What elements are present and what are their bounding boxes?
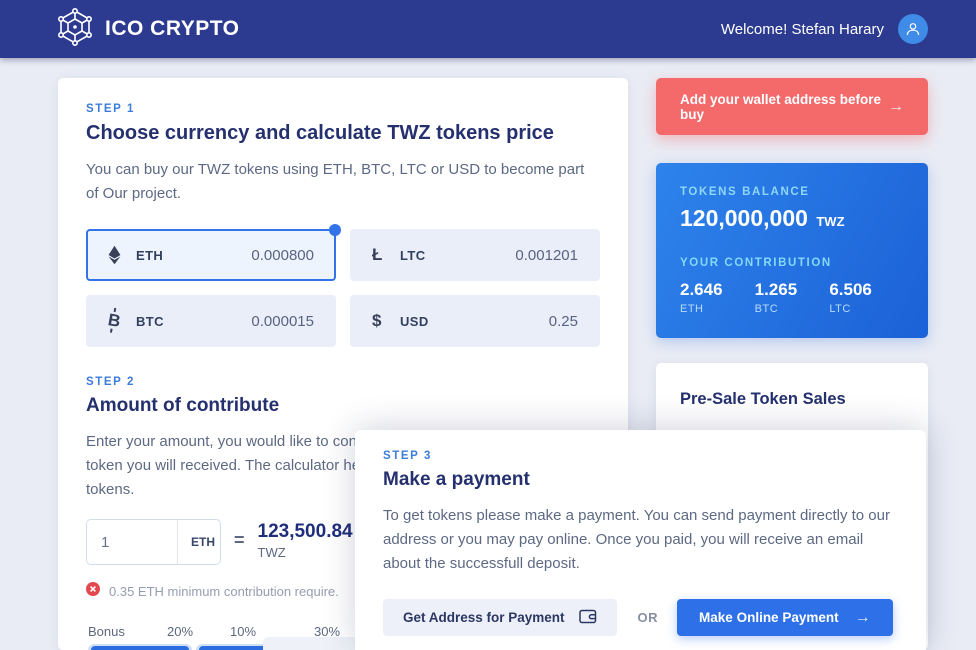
- result-value: 123,500.84: [257, 521, 353, 542]
- step3-label: STEP 3: [383, 450, 433, 462]
- token-calculator: ETH = 123,500.84 TWZ: [86, 519, 600, 565]
- user-icon: [906, 23, 920, 36]
- user-avatar-button[interactable]: [898, 14, 928, 44]
- equals-sign: =: [234, 530, 245, 550]
- balance-value: 120,000,000: [680, 205, 808, 231]
- bonus-label: Bonus: [88, 624, 125, 639]
- brand-name: ICO CRYPTO: [105, 17, 240, 40]
- currency-options: ETH 0.000800 Ł LTC 0.001201 B BTC 0.0000…: [86, 224, 600, 347]
- or-separator: OR: [637, 610, 659, 625]
- currency-rate: 0.25: [548, 312, 578, 330]
- pay-online-label: Make Online Payment: [699, 610, 839, 625]
- contribution-label: YOUR CONTRIBUTION: [680, 257, 832, 269]
- balance-label: TOKENS BALANCE: [680, 186, 810, 198]
- usd-icon: $: [372, 311, 382, 330]
- navbar-user-area: Welcome! Stefan Harary: [721, 14, 928, 44]
- amount-unit-label: ETH: [177, 520, 220, 564]
- bonus-percent: 20%: [166, 624, 194, 639]
- presale-title: Pre-Sale Token Sales: [680, 390, 846, 408]
- result-unit: TWZ: [257, 545, 286, 560]
- bonus-percent: 30%: [313, 624, 341, 639]
- contribution-value: 2.646: [680, 280, 723, 299]
- contribution-item-eth: 2.646 ETH: [680, 280, 755, 315]
- contribution-item-btc: 1.265 BTC: [755, 280, 830, 315]
- error-text: 0.35 ETH minimum contribution require.: [109, 584, 339, 599]
- step1-label: STEP 1: [86, 103, 136, 115]
- arrow-right-icon: →: [854, 608, 871, 626]
- add-wallet-cta-button[interactable]: Add your wallet address before buy →: [656, 78, 928, 135]
- currency-tile-ltc[interactable]: Ł LTC 0.001201: [350, 229, 600, 281]
- hexagon-logo-icon: [56, 7, 94, 51]
- minimum-contribution-error: 0.35 ETH minimum contribution require.: [86, 582, 600, 601]
- currency-rate: 0.000800: [251, 246, 314, 264]
- currency-rate: 0.000015: [251, 312, 314, 330]
- step1-description: You can buy our TWZ tokens using ETH, BT…: [86, 161, 585, 202]
- make-payment-panel: STEP 3 Make a payment To get tokens plea…: [355, 430, 926, 650]
- ltc-icon: Ł: [372, 245, 383, 264]
- payment-actions: Get Address for Payment OR Make Online P…: [383, 599, 898, 636]
- step2-label: STEP 2: [86, 376, 136, 388]
- balance-unit: TWZ: [816, 214, 845, 229]
- currency-code: ETH: [136, 247, 164, 263]
- make-online-payment-button[interactable]: Make Online Payment →: [677, 599, 893, 636]
- contribution-unit: ETH: [680, 303, 704, 315]
- step1-title: Choose currency and calculate TWZ tokens…: [86, 122, 554, 144]
- brand-logo[interactable]: ICO CRYPTO: [56, 7, 240, 51]
- get-address-label: Get Address for Payment: [403, 610, 565, 625]
- get-address-button[interactable]: Get Address for Payment: [383, 599, 617, 636]
- contribution-value: 6.506: [829, 280, 872, 299]
- amount-box: ETH: [86, 519, 221, 565]
- wallet-icon: [578, 609, 597, 627]
- currency-tile-usd[interactable]: $ USD 0.25: [350, 295, 600, 347]
- currency-rate: 0.001201: [515, 246, 578, 264]
- currency-code: USD: [400, 313, 429, 329]
- calc-result: 123,500.84 TWZ: [258, 519, 353, 560]
- contribution-value: 1.265: [754, 280, 798, 299]
- step3-title: Make a payment: [383, 469, 530, 490]
- currency-tile-btc[interactable]: B BTC 0.000015: [86, 295, 336, 347]
- amount-input[interactable]: [87, 520, 177, 564]
- step2-title: Amount of contribute: [86, 395, 280, 416]
- contribution-item-ltc: 6.506 LTC: [829, 280, 904, 315]
- currency-code: LTC: [400, 247, 426, 263]
- step3-description: To get tokens please make a payment. You…: [383, 507, 890, 572]
- arrow-right-icon: →: [888, 97, 904, 115]
- contribution-row: 2.646 ETH 1.265 BTC 6.506 LTC: [680, 280, 904, 315]
- btc-icon: B: [106, 310, 122, 331]
- contribution-unit: LTC: [829, 303, 851, 315]
- navbar: ICO CRYPTO Welcome! Stefan Harary: [0, 0, 976, 58]
- contribution-unit: BTC: [754, 303, 779, 315]
- selected-indicator-dot: [329, 224, 341, 236]
- welcome-text: Welcome! Stefan Harary: [720, 20, 884, 38]
- currency-tile-eth[interactable]: ETH 0.000800: [86, 224, 341, 281]
- bonus-percent: 10%: [229, 624, 257, 639]
- eth-icon: [108, 245, 136, 265]
- add-wallet-cta-label: Add your wallet address before buy: [680, 91, 882, 122]
- bonus-bar-segment: [88, 644, 192, 650]
- error-icon: [86, 582, 100, 601]
- tokens-balance-card: TOKENS BALANCE 120,000,000 TWZ YOUR CONT…: [656, 163, 928, 338]
- currency-code: BTC: [136, 313, 164, 329]
- balance-value-row: 120,000,000 TWZ: [680, 205, 904, 232]
